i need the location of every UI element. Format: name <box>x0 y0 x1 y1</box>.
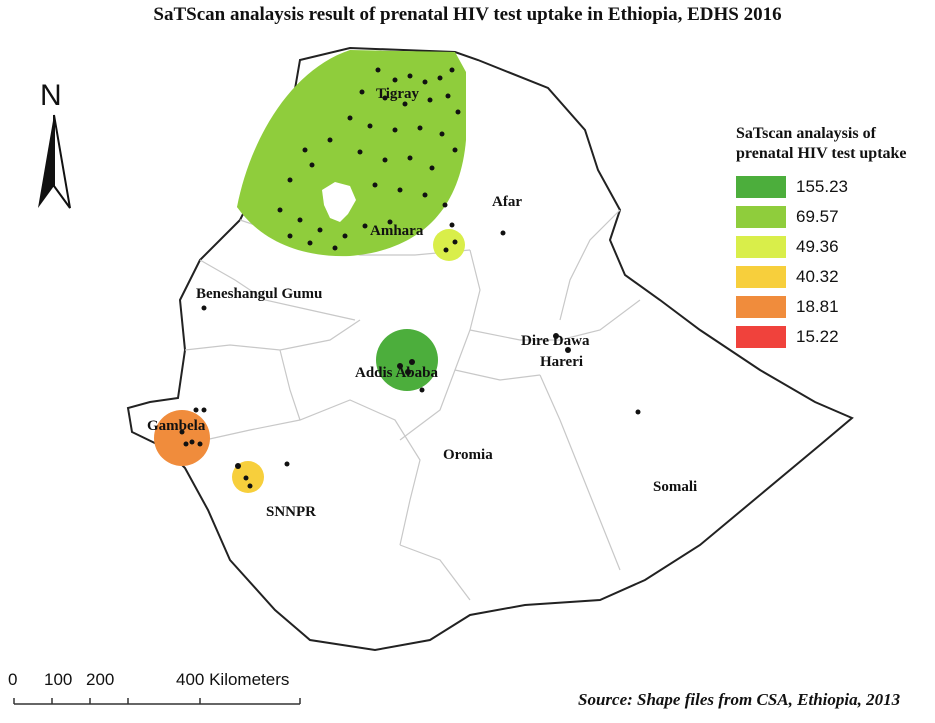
legend-title: SaTscan analaysis of prenatal HIV test u… <box>736 124 931 164</box>
survey-points <box>179 67 641 489</box>
legend-swatch <box>736 326 786 348</box>
scale-bar: 0 100 200 400 Kilometers <box>8 670 301 705</box>
scale-tick-100: 100 <box>44 670 72 689</box>
legend-title-line1: SaTscan analaysis of <box>736 125 876 142</box>
label-somali: Somali <box>653 479 697 495</box>
legend-swatch <box>736 296 786 318</box>
north-arrow-left-icon <box>38 115 54 208</box>
legend-label: 40.32 <box>796 267 839 286</box>
label-tigray: Tigray <box>376 86 420 102</box>
north-label: N <box>40 79 62 112</box>
cluster-addis <box>376 329 438 391</box>
legend-label: 49.36 <box>796 237 839 256</box>
legend-item: 40.32 <box>736 262 931 292</box>
legend-title-line2: prenatal HIV test uptake <box>736 145 907 162</box>
cluster-tigray <box>237 50 466 257</box>
legend-swatch <box>736 236 786 258</box>
label-hareri: Hareri <box>540 354 583 370</box>
legend-label: 69.57 <box>796 207 839 226</box>
legend-item: 49.36 <box>736 232 931 262</box>
label-dire-dawa: Dire Dawa <box>521 333 590 349</box>
legend-item: 155.23 <box>736 172 931 202</box>
label-amhara: Amhara <box>370 223 424 239</box>
legend-item: 18.81 <box>736 292 931 322</box>
cluster-gambela <box>154 410 210 466</box>
north-arrow: N <box>38 79 71 209</box>
label-gambela: Gambela <box>147 418 206 434</box>
scale-tick-400: 400 Kilometers <box>176 670 289 689</box>
legend-item: 69.57 <box>736 202 931 232</box>
source-note: Source: Shape files from CSA, Ethiopia, … <box>578 690 901 709</box>
scale-tick-200: 200 <box>86 670 114 689</box>
region-boundaries <box>184 209 641 601</box>
cluster-amhara-east <box>433 229 465 261</box>
label-snnpr: SNNPR <box>266 504 316 520</box>
legend-label: 18.81 <box>796 297 839 316</box>
scale-tick-0: 0 <box>8 670 17 689</box>
legend-swatch <box>736 206 786 228</box>
legend-swatch <box>736 266 786 288</box>
north-arrow-right-icon <box>53 114 71 209</box>
label-beneshangul: Beneshangul Gumu <box>196 286 322 302</box>
legend-swatch <box>736 176 786 198</box>
legend: SaTscan analaysis of prenatal HIV test u… <box>736 124 931 352</box>
label-addis-ababa: Addis Ababa <box>355 365 438 381</box>
legend-label: 15.22 <box>796 327 839 346</box>
label-afar: Afar <box>492 194 522 210</box>
label-oromia: Oromia <box>443 447 493 463</box>
map-title: SaTScan analaysis result of prenatal HIV… <box>153 4 782 25</box>
legend-item: 15.22 <box>736 322 931 352</box>
legend-label: 155.23 <box>796 177 848 196</box>
